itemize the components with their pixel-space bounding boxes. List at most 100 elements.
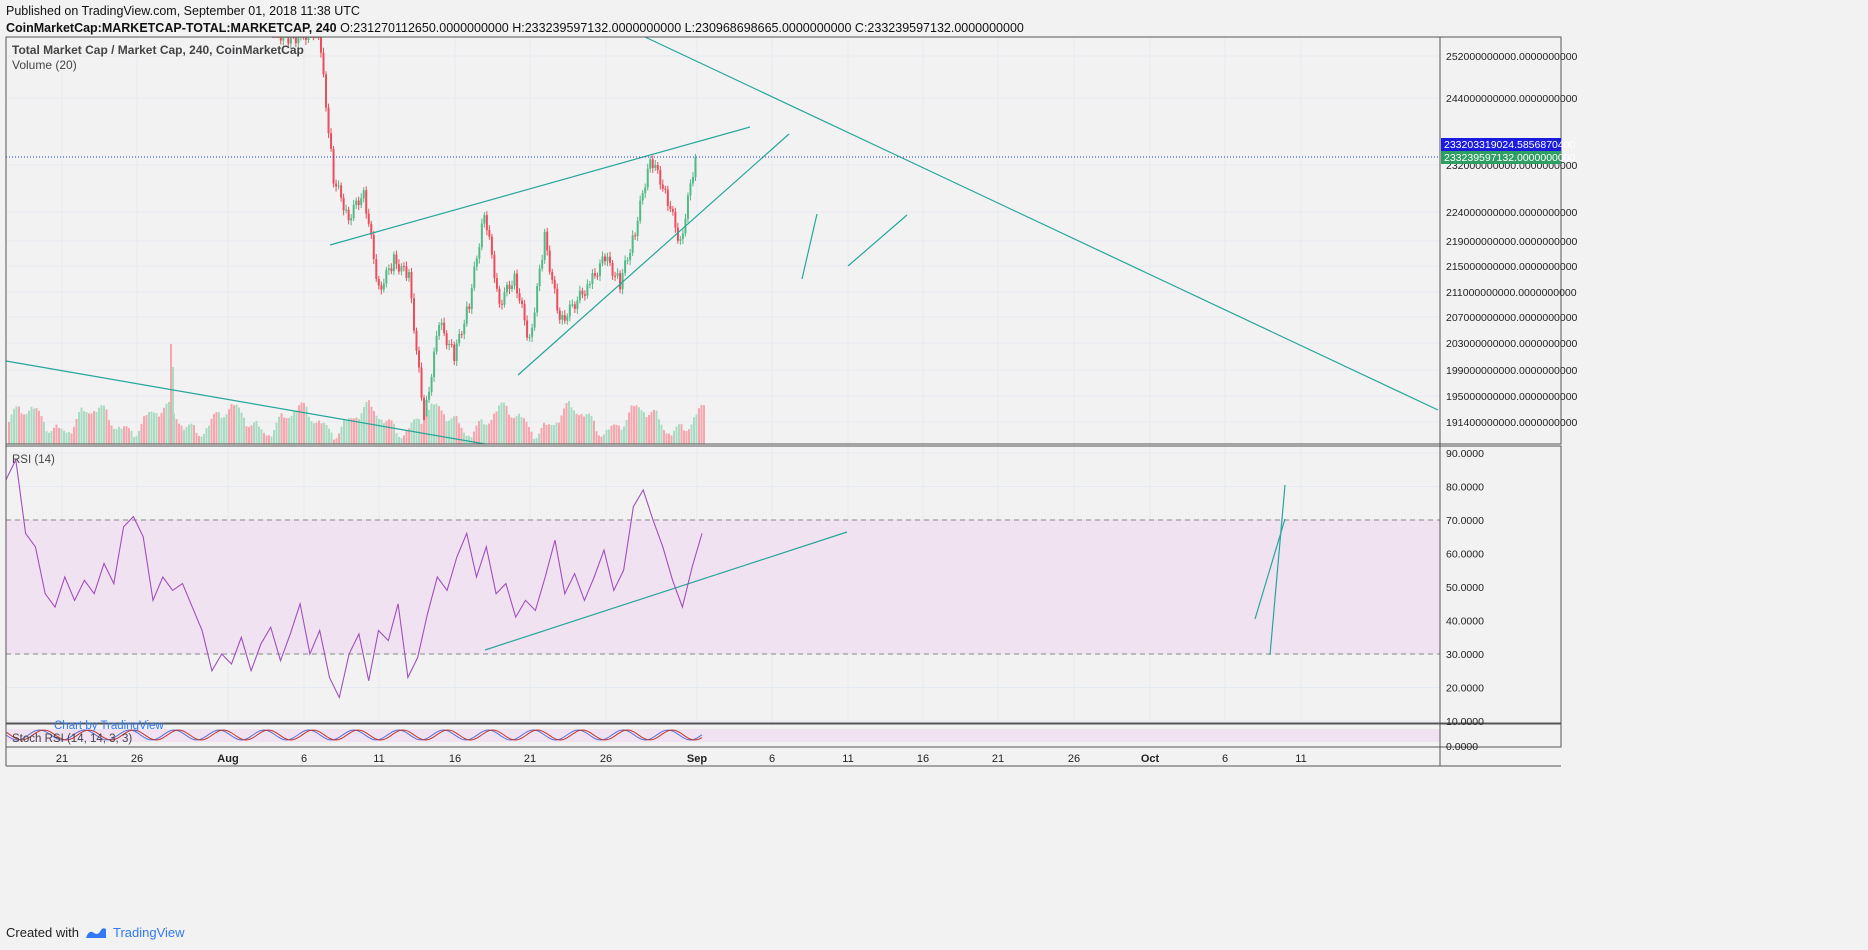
volume-bar [700,405,703,444]
volume-bar [658,419,660,444]
volume-bar [35,408,38,444]
volume-bar [165,403,168,444]
volume-bar [280,413,283,444]
volume-bar [603,434,605,444]
volume-bar [215,412,218,444]
volume-bar [213,413,215,444]
volume-bar [263,432,265,444]
candle-body [307,37,310,40]
volume-bar [653,409,655,444]
candle-body [382,283,385,290]
volume-bar [350,418,353,444]
volume-bar [218,412,220,444]
tradingview-logo-icon[interactable] [85,926,107,940]
candle-body [689,183,692,196]
volume-bar [478,421,480,444]
rsi-tick-label: 30.0000 [1446,649,1484,661]
rsi-tick-label: 70.0000 [1446,515,1484,527]
volume-bar [380,419,383,444]
candle-body [493,254,496,279]
volume-bar [113,428,115,444]
candles [272,37,697,425]
volume-bar [513,417,515,444]
volume-bar [440,410,443,444]
volume-bar [408,428,410,444]
volume-bar [108,420,110,444]
candle-body [415,330,418,351]
volume-bar [488,423,490,444]
candle-body [455,343,458,361]
candle-body [380,285,383,290]
candle-body [586,284,589,296]
rsi-tick-label: 60.0000 [1446,549,1484,561]
candle-body [505,284,508,293]
candle-body [463,323,466,335]
volume-bar [238,407,240,444]
volume-bar [305,406,308,444]
volume-bar [430,403,433,444]
trend-line [517,133,790,376]
volume-bar [378,418,380,444]
volume-bar [648,414,650,444]
candle-body [624,260,627,274]
volume-bar [555,422,558,444]
volume-bar [443,414,445,444]
volume-bar [40,416,43,444]
volume-bar [133,437,135,444]
time-tick-label: 11 [842,753,853,765]
volume-bar [60,428,63,444]
price-tag-blue [1441,138,1561,151]
volume-bar [450,418,453,444]
candle-body [671,209,674,212]
candle-body [500,303,503,305]
candle-body [576,300,579,309]
candle-body [425,399,428,420]
candle-body [649,159,652,169]
volume-bar [185,427,188,444]
volume-bar [255,420,258,444]
candle-body [676,227,679,241]
candle-body [289,37,292,44]
candle-body [412,298,415,331]
volume-bar [135,435,138,444]
volume-bar [655,410,658,444]
candle-body [420,367,423,398]
volume-bar [93,411,95,444]
candle-body [614,275,617,277]
candle-body [526,320,529,338]
volume-bar [118,426,120,444]
candle-body [546,231,549,251]
time-tick-label: 11 [373,753,384,765]
candle-body [488,230,491,237]
volume-bar [635,405,638,444]
trendlines [5,36,1440,656]
volume-bar [545,424,548,444]
price-tick-label: 224000000000.0000000000 [1446,207,1578,219]
volume-bar [628,412,630,444]
volume-bar [150,411,153,444]
volume-bar [250,425,253,444]
volume-bar [393,423,395,444]
candle-body [639,200,642,221]
candle-body [511,285,514,290]
price-tag-blue-label: 233203319024.5856870400 [1444,139,1576,151]
volume-bar [438,406,440,444]
volume-bar [343,420,345,444]
volume-bar [548,424,550,444]
tradingview-link[interactable]: TradingView [112,925,185,940]
candle-body [304,37,307,40]
candle-body [503,292,506,305]
rsi-tick-label: 50.0000 [1446,582,1484,594]
volume-bar [175,419,178,444]
volume-bar [190,423,193,444]
volume-bar [680,424,683,444]
rsi-tick-label: 80.0000 [1446,482,1484,494]
candle-body [362,190,365,199]
volume-bar [345,420,348,444]
candle-body [664,188,667,190]
candle-body [473,266,476,288]
candle-body [428,391,431,400]
volume-bar [510,417,513,444]
time-tick-label: 26 [131,753,143,765]
